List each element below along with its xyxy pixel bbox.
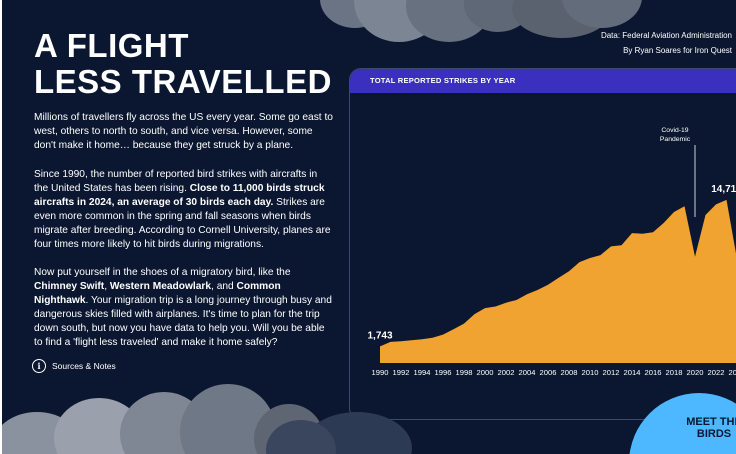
chart-title: TOTAL REPORTED STRIKES BY YEAR: [350, 69, 736, 93]
x-tick-label: 1994: [414, 368, 431, 377]
meet-the-birds-label[interactable]: MEET THE BIRDS: [686, 416, 736, 440]
x-tick-label: 2006: [540, 368, 557, 377]
x-tick-label: 1998: [456, 368, 473, 377]
intro-p2-text: Since 1990, the number of reported bird …: [34, 169, 318, 194]
intro-p2-text-2: Strikes are even more common in the spri…: [34, 197, 331, 250]
data-label: 1,743: [367, 330, 392, 341]
annotation-label: Pandemic: [660, 136, 691, 143]
x-tick-label: 2020: [687, 368, 704, 377]
x-tick-label: 1992: [393, 368, 410, 377]
x-tick-label: 2000: [477, 368, 494, 377]
x-tick-label: 2008: [561, 368, 578, 377]
bird-name-chimney-swift: Chimney Swift: [34, 281, 105, 292]
bird-name-common-nighthawk: Common Nighthawk: [34, 281, 281, 306]
strikes-area-chart: 1990 1992 1994 1996 1998 2000 2002 2004 2006 2008…: [367, 127, 736, 377]
intro-p3-text: Now put yourself in the shoes of a migra…: [34, 267, 291, 278]
chart-panel: 1990 1992 1994 1996 1998 2000 2002 2004 2006 2008…: [349, 68, 736, 420]
intro-paragraph-1: Millions of travellers fly across the US…: [34, 112, 333, 151]
x-tick-label: 1996: [435, 368, 452, 377]
strikes-area: [380, 199, 736, 363]
sources-notes-link[interactable]: i Sources & Notes: [32, 359, 116, 373]
x-tick-label: 2024: [729, 368, 736, 377]
x-tick-label: 2004: [519, 368, 536, 377]
intro-p3-separator: ,: [104, 281, 110, 292]
intro-p3-text-2: . Your migration trip is a long journey …: [34, 295, 332, 348]
intro-p3-separator: , and: [211, 281, 237, 292]
x-tick-label: 2018: [666, 368, 683, 377]
info-icon: i: [32, 359, 46, 373]
x-tick-label: 2012: [603, 368, 620, 377]
credit-author: By Ryan Soares for Iron Quest: [623, 46, 732, 55]
data-label: 14,713: [711, 184, 736, 195]
title-line-1: A FLIGHT: [34, 27, 189, 64]
x-tick-label: 2016: [645, 368, 662, 377]
bird-name-western-meadowlark: Western Meadowlark: [109, 281, 212, 292]
intro-paragraph-3: Now put yourself in the shoes of a migra…: [34, 266, 334, 350]
x-tick-label: 1990: [372, 368, 389, 377]
annotation-label: Covid-19: [661, 127, 688, 134]
intro-p2-highlight: Close to 11,000 birds struck aircrafts i…: [34, 183, 325, 208]
credit-data-source: Data: Federal Aviation Administration: [600, 31, 732, 40]
intro-paragraph-2: Since 1990, the number of reported bird …: [34, 168, 334, 252]
x-tick-label: 2010: [582, 368, 599, 377]
x-tick-label: 2002: [498, 368, 515, 377]
title-line-2: LESS TRAVELLED: [34, 63, 332, 100]
sources-notes-label: Sources & Notes: [52, 361, 116, 371]
page-title: A FLIGHT LESS TRAVELLED: [34, 28, 332, 100]
x-tick-label: 2014: [624, 368, 641, 377]
x-tick-label: 2022: [708, 368, 725, 377]
